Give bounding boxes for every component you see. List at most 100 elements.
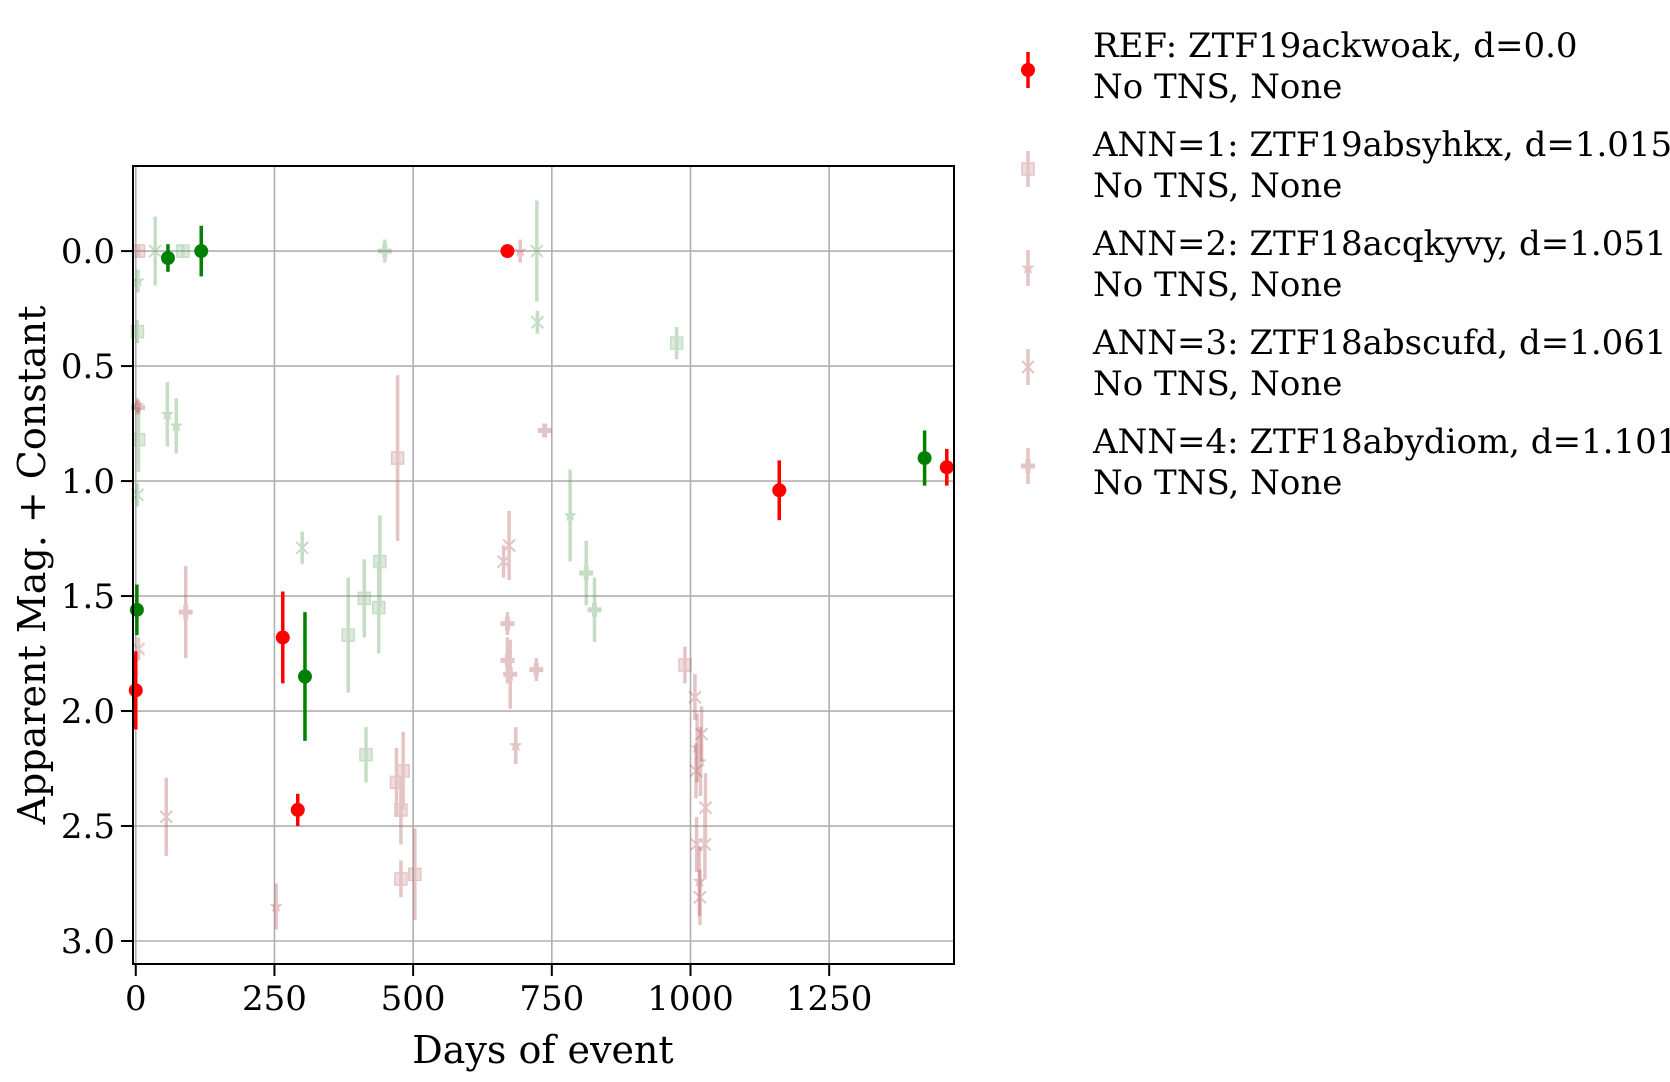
data-point bbox=[917, 430, 932, 486]
circle-marker bbox=[500, 244, 515, 259]
circle-marker bbox=[297, 669, 312, 684]
series-4 bbox=[130, 239, 602, 709]
y-tick-label: 1.0 bbox=[61, 462, 115, 502]
circle-marker bbox=[290, 802, 305, 817]
marker-circle bbox=[297, 669, 312, 684]
x-tick-label: 0 bbox=[125, 979, 147, 1019]
series-1 bbox=[130, 244, 692, 921]
marker-plus-bar bbox=[504, 653, 510, 668]
marker-square bbox=[176, 244, 190, 258]
x-tick-label: 500 bbox=[381, 979, 446, 1019]
marker-x-stroke bbox=[694, 727, 709, 741]
plus-marker bbox=[377, 244, 392, 259]
x-marker bbox=[688, 690, 702, 704]
marker-plus-bar bbox=[130, 404, 145, 410]
legend-sublabel-0: No TNS, None bbox=[1093, 67, 1342, 107]
marker-star bbox=[169, 418, 183, 432]
marker-circle bbox=[275, 630, 290, 645]
square-marker bbox=[408, 867, 422, 882]
marker-square bbox=[1021, 162, 1035, 176]
legend-entry-1 bbox=[1021, 151, 1035, 187]
x-marker bbox=[698, 800, 713, 815]
legend: REF: ZTF19ackwoak, d=0.0No TNS, NoneANN=… bbox=[1021, 26, 1670, 503]
data-point bbox=[160, 382, 175, 447]
marker-plus-bar bbox=[533, 662, 539, 677]
data-point bbox=[587, 577, 602, 643]
plus-marker bbox=[503, 667, 518, 682]
x-marker bbox=[502, 538, 516, 553]
data-point bbox=[690, 713, 704, 783]
marker-square bbox=[373, 554, 387, 569]
marker-star bbox=[1021, 261, 1035, 274]
circle-marker bbox=[129, 602, 144, 617]
star-marker bbox=[693, 754, 708, 768]
data-point bbox=[496, 545, 511, 578]
data-point bbox=[394, 860, 408, 898]
marker-x-stroke bbox=[698, 800, 713, 815]
marker-star bbox=[693, 754, 708, 768]
marker-x-stroke bbox=[159, 810, 173, 824]
legend-label-3: ANN=3: ZTF18abscufd, d=1.061 bbox=[1092, 323, 1667, 363]
legend-sublabel-4: No TNS, None bbox=[1093, 463, 1342, 503]
data-point bbox=[389, 747, 404, 817]
marker-square bbox=[408, 867, 422, 882]
marker-plus-bar bbox=[542, 423, 548, 438]
legend-sublabel-2: No TNS, None bbox=[1093, 265, 1342, 305]
marker-plus-bar bbox=[1021, 463, 1035, 469]
data-point bbox=[377, 239, 392, 263]
marker-star bbox=[563, 508, 577, 522]
data-point bbox=[500, 637, 515, 684]
marker-square bbox=[678, 658, 692, 672]
marker-x-stroke bbox=[689, 837, 704, 852]
marker-plus-bar bbox=[592, 602, 598, 617]
marker-x-stroke bbox=[698, 800, 713, 815]
circle-marker bbox=[128, 683, 143, 698]
marker-circle bbox=[129, 602, 144, 617]
x-marker bbox=[694, 727, 709, 741]
marker-square bbox=[394, 872, 408, 886]
marker-x-stroke bbox=[502, 538, 516, 553]
marker-x-stroke bbox=[148, 244, 162, 258]
plus-marker bbox=[178, 605, 193, 620]
square-marker bbox=[359, 747, 373, 762]
data-point bbox=[530, 200, 544, 302]
marker-x-stroke bbox=[502, 538, 516, 553]
star-marker bbox=[509, 738, 523, 752]
data-point bbox=[373, 515, 387, 608]
marker-x-stroke bbox=[530, 315, 545, 330]
marker-plus-bar bbox=[529, 667, 544, 673]
x-marker bbox=[689, 764, 703, 778]
data-point bbox=[692, 846, 706, 916]
grid-lines bbox=[133, 166, 954, 964]
marker-x-stroke bbox=[131, 642, 146, 656]
series-2 bbox=[130, 239, 708, 930]
marker-star bbox=[269, 899, 283, 913]
data-point bbox=[176, 244, 190, 258]
plus-marker bbox=[500, 616, 515, 631]
square-marker bbox=[394, 872, 408, 886]
legend-label-1: ANN=1: ZTF19absyhkx, d=1.015 bbox=[1092, 125, 1670, 165]
data-point bbox=[160, 244, 175, 272]
marker-plus-bar bbox=[135, 400, 141, 415]
circle-marker bbox=[1021, 63, 1035, 77]
data-point bbox=[297, 612, 312, 741]
data-point bbox=[371, 561, 386, 654]
marker-plus-bar bbox=[503, 671, 518, 677]
y-tick-label: 0.5 bbox=[61, 347, 115, 387]
series-3 bbox=[130, 200, 713, 925]
marker-plus-bar bbox=[500, 621, 515, 627]
marker-x-stroke bbox=[688, 690, 702, 704]
marker-plus-bar bbox=[500, 657, 515, 663]
legend-label-0: REF: ZTF19ackwoak, d=0.0 bbox=[1093, 26, 1578, 66]
x-tick-label: 1250 bbox=[786, 979, 873, 1019]
marker-x-stroke bbox=[295, 541, 309, 555]
marker-plus-bar bbox=[507, 667, 513, 682]
marker-x-stroke bbox=[131, 642, 146, 656]
marker-plus-bar bbox=[587, 607, 602, 613]
x-tick-label: 750 bbox=[519, 979, 584, 1019]
marker-square bbox=[359, 747, 373, 762]
x-marker bbox=[131, 642, 146, 656]
marker-square bbox=[131, 432, 146, 447]
data-point bbox=[563, 469, 577, 562]
x-marker bbox=[496, 554, 511, 569]
